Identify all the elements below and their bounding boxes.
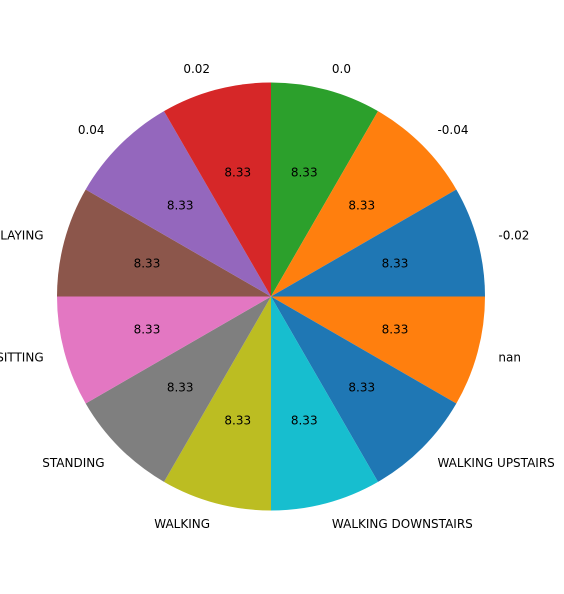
pie-percent-labels: 8.33 8.33 8.33 8.33 8.33 8.33 8.33 8.33 8.33 8.33… xyxy=(134,165,409,427)
pie-percent-label-11: 8.33 xyxy=(224,165,251,179)
pie-category-label-0: 0.0 xyxy=(332,62,351,76)
pie-slice-1 xyxy=(271,111,457,297)
pie-category-label-2: -0.02 xyxy=(498,229,529,243)
pie-percent-label-5: 8.33 xyxy=(291,414,318,428)
pie-percent-label-0: 8.33 xyxy=(291,165,318,179)
pie-percent-label-9: 8.33 xyxy=(134,256,161,270)
pie-slice-7 xyxy=(85,296,271,482)
pie-category-label-11: 0.02 xyxy=(183,62,210,76)
pie-percent-label-10: 8.33 xyxy=(167,199,194,213)
pie-slice-10 xyxy=(85,111,271,297)
pie-category-label-5: WALKING DOWNSTAIRS xyxy=(332,517,473,531)
pie-category-label-6: WALKING xyxy=(154,517,210,531)
pie-category-labels: 0.0 -0.04 -0.02 nan WALKING UPSTAIRS WALKING … xyxy=(0,62,555,531)
pie-slice-2 xyxy=(271,189,485,297)
pie-slice-11 xyxy=(164,82,271,297)
pie-slices xyxy=(57,82,485,511)
pie-percent-label-6: 8.33 xyxy=(224,414,251,428)
pie-slice-5 xyxy=(271,296,378,511)
pie-percent-label-7: 8.33 xyxy=(167,380,194,394)
pie-slice-0 xyxy=(271,82,378,297)
pie-category-label-3: nan xyxy=(498,350,521,364)
pie-category-label-7: STANDING xyxy=(42,456,104,470)
pie-percent-label-1: 8.33 xyxy=(348,199,375,213)
pie-slice-9 xyxy=(57,189,271,297)
pie-slice-6 xyxy=(164,296,271,511)
pie-category-label-10: 0.04 xyxy=(78,123,105,137)
pie-slice-4 xyxy=(271,296,457,482)
pie-category-label-9: LAYING xyxy=(0,229,43,243)
pie-percent-label-4: 8.33 xyxy=(348,380,375,394)
pie-percent-label-8: 8.33 xyxy=(134,323,161,337)
pie-slice-3 xyxy=(271,296,485,404)
pie-category-label-4: WALKING UPSTAIRS xyxy=(437,456,554,470)
pie-category-label-1: -0.04 xyxy=(437,123,468,137)
pie-percent-label-3: 8.33 xyxy=(382,323,409,337)
pie-category-label-8: SITTING xyxy=(0,350,44,364)
pie-percent-label-2: 8.33 xyxy=(382,256,409,270)
pie-slice-8 xyxy=(57,296,271,404)
